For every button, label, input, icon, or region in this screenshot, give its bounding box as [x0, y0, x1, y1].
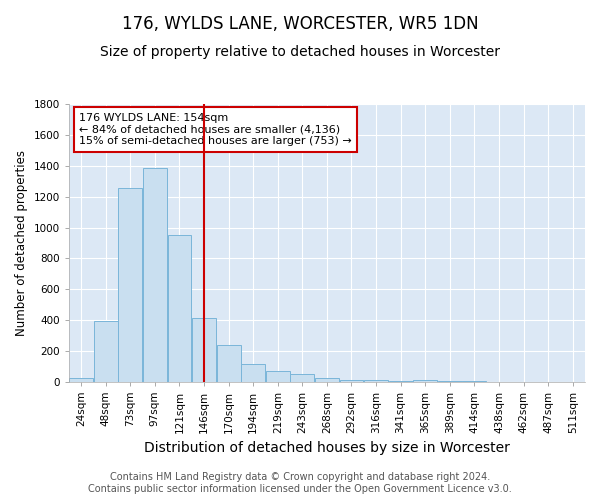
Bar — [315, 378, 339, 382]
Bar — [69, 378, 93, 382]
X-axis label: Distribution of detached houses by size in Worcester: Distribution of detached houses by size … — [144, 441, 510, 455]
Bar — [217, 346, 241, 382]
Text: 176 WYLDS LANE: 154sqm
← 84% of detached houses are smaller (4,136)
15% of semi-: 176 WYLDS LANE: 154sqm ← 84% of detached… — [79, 113, 352, 146]
Y-axis label: Number of detached properties: Number of detached properties — [15, 150, 28, 336]
Bar — [143, 168, 167, 382]
Bar — [94, 322, 118, 382]
Text: Contains HM Land Registry data © Crown copyright and database right 2024.
Contai: Contains HM Land Registry data © Crown c… — [88, 472, 512, 494]
Bar — [413, 380, 437, 382]
Bar — [192, 318, 216, 382]
Text: 176, WYLDS LANE, WORCESTER, WR5 1DN: 176, WYLDS LANE, WORCESTER, WR5 1DN — [122, 15, 478, 33]
Bar — [167, 236, 191, 382]
Text: Size of property relative to detached houses in Worcester: Size of property relative to detached ho… — [100, 45, 500, 59]
Bar — [241, 364, 265, 382]
Bar — [364, 380, 388, 382]
Bar — [290, 374, 314, 382]
Bar — [118, 188, 142, 382]
Bar — [266, 370, 290, 382]
Bar — [340, 380, 364, 382]
